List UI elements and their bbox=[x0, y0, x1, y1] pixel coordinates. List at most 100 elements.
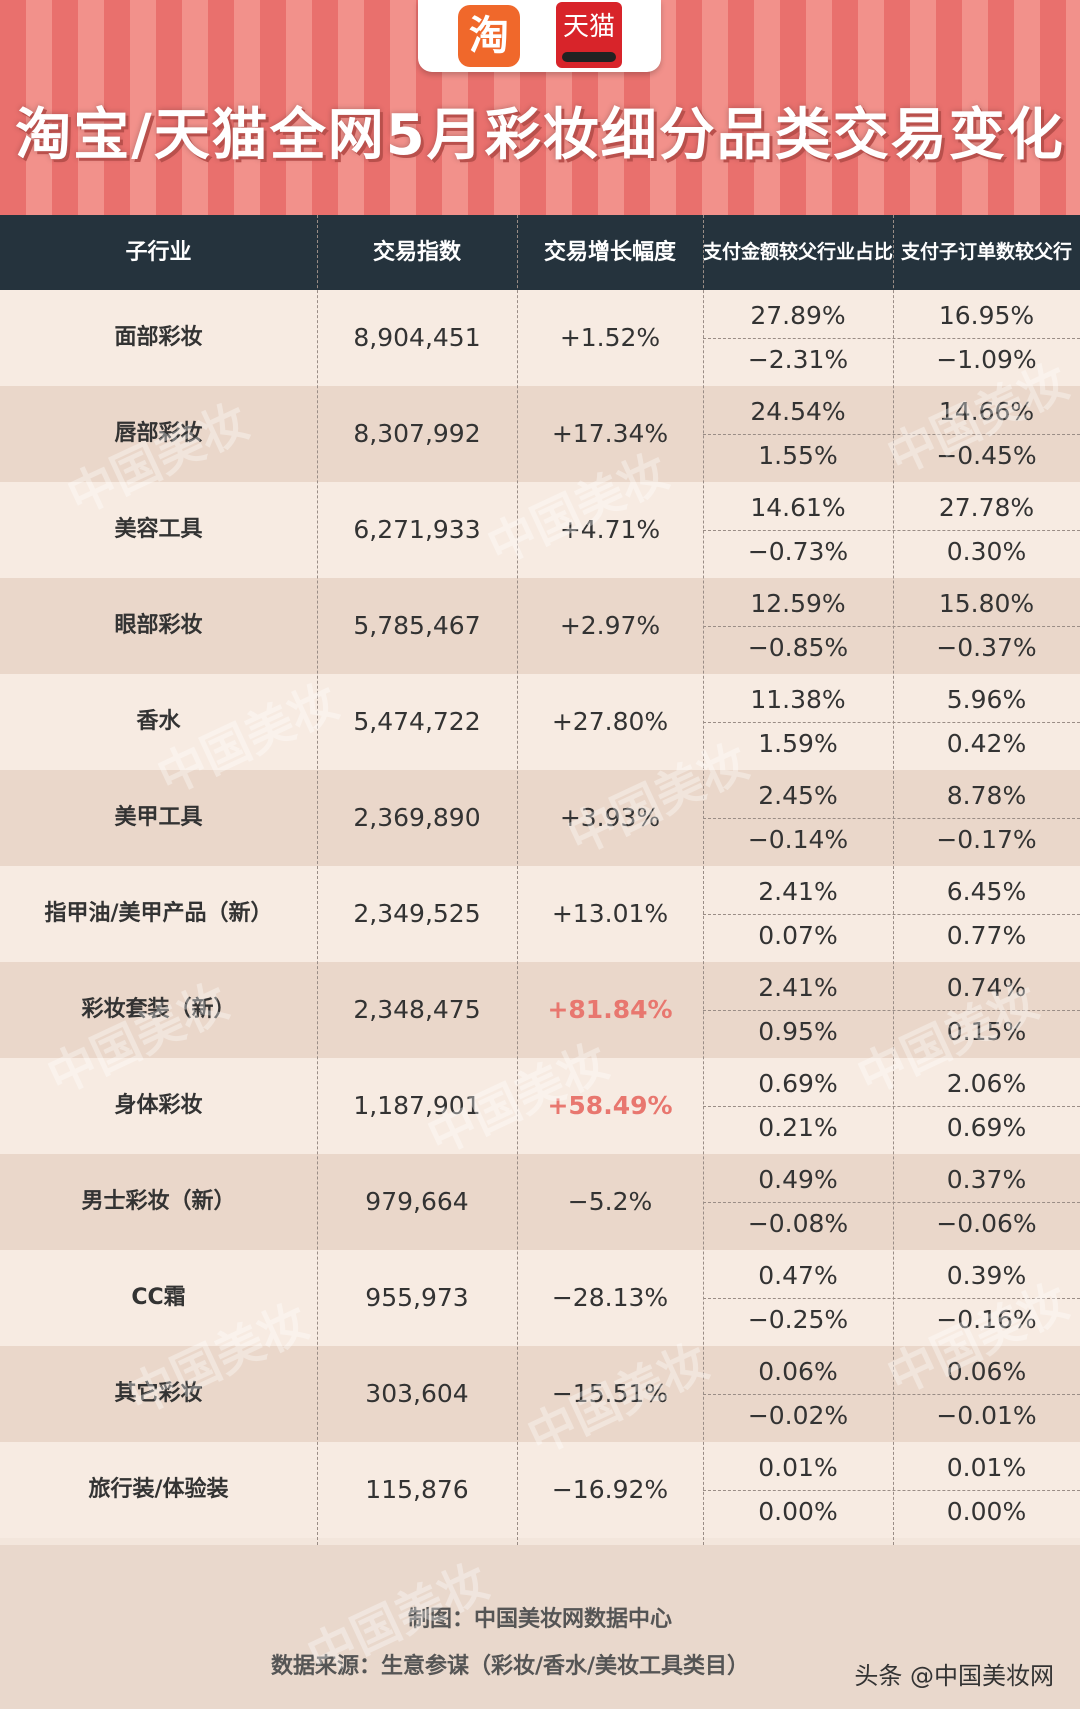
subindustry-name: CC霜 bbox=[131, 1285, 186, 1310]
subindustry-name: 美容工具 bbox=[114, 517, 203, 542]
trade-index-value: 8,904,451 bbox=[353, 323, 481, 352]
order-change-value: 0.42% bbox=[946, 729, 1027, 758]
trade-index-value: 5,474,722 bbox=[353, 707, 481, 736]
sub-row-divider bbox=[703, 818, 1080, 819]
trade-index-value: 979,664 bbox=[365, 1187, 469, 1216]
column-divider bbox=[893, 215, 894, 1545]
header-banner: 淘 天猫 淘宝/天猫全网5月彩妆细分品类交易变化 bbox=[0, 0, 1080, 215]
trade-index-value: 303,604 bbox=[365, 1379, 469, 1408]
sub-row-divider bbox=[703, 1202, 1080, 1203]
pay-share-value: 2.41% bbox=[758, 877, 838, 906]
sub-row-divider bbox=[703, 626, 1080, 627]
order-change-value: 0.15% bbox=[946, 1017, 1027, 1046]
sub-row-divider bbox=[703, 1490, 1080, 1491]
table-row: CC霜 955,973 −28.13% 0.47% −0.25% 0.39% −0.16% bbox=[0, 1250, 1080, 1346]
column-divider bbox=[517, 215, 518, 1545]
order-change-value: −0.06% bbox=[936, 1209, 1037, 1238]
trade-index-value: 8,307,992 bbox=[353, 419, 481, 448]
order-share-value: 2.06% bbox=[946, 1069, 1027, 1098]
sub-row-divider bbox=[703, 530, 1080, 531]
pay-share-value: 2.41% bbox=[758, 973, 838, 1002]
table-row: 其它彩妆 303,604 −15.51% 0.06% −0.02% 0.06% −0.01% bbox=[0, 1346, 1080, 1442]
order-share-value: 0.39% bbox=[946, 1261, 1027, 1290]
pay-share-value: 11.38% bbox=[750, 685, 846, 714]
order-share-value: 0.01% bbox=[946, 1453, 1027, 1482]
subindustry-name: 面部彩妆 bbox=[114, 325, 203, 350]
trade-index-value: 1,187,901 bbox=[353, 1091, 481, 1120]
table-row: 美甲工具 2,369,890 +3.93% 2.45% −0.14% 8.78% −0.17… bbox=[0, 770, 1080, 866]
pay-change-value: −0.08% bbox=[747, 1209, 849, 1238]
subindustry-name: 唇部彩妆 bbox=[114, 421, 203, 446]
order-change-value: −0.37% bbox=[936, 633, 1037, 662]
chart-credit: 制图：中国美妆网数据中心 bbox=[407, 1607, 672, 1632]
growth-value: +17.34% bbox=[551, 419, 669, 448]
subindustry-name: 香水 bbox=[136, 709, 181, 734]
growth-value: +2.97% bbox=[559, 611, 661, 640]
sub-row-divider bbox=[703, 1106, 1080, 1107]
table-row: 香水 5,474,722 +27.80% 11.38% 1.59% 5.96% 0.42% bbox=[0, 674, 1080, 770]
column-header-pay-share: 支付金额较父行业占比 bbox=[703, 241, 894, 263]
column-header-index: 交易指数 bbox=[372, 240, 461, 265]
column-header-growth: 交易增长幅度 bbox=[543, 240, 676, 265]
data-source: 数据来源：生意参谋（彩妆/香水/美妆工具类目） bbox=[270, 1654, 750, 1679]
order-change-value: −0.45% bbox=[936, 441, 1037, 470]
table-row: 男士彩妆（新） 979,664 −5.2% 0.49% −0.08% 0.37% −0.06… bbox=[0, 1154, 1080, 1250]
pay-share-value: 0.69% bbox=[758, 1069, 838, 1098]
column-header-subindustry: 子行业 bbox=[125, 240, 192, 265]
pay-change-value: −2.31% bbox=[747, 345, 849, 374]
growth-value: +58.49% bbox=[547, 1091, 673, 1120]
page-title: 淘宝/天猫全网5月彩妆细分品类交易变化 bbox=[15, 103, 1065, 168]
pay-change-value: −0.25% bbox=[747, 1305, 849, 1334]
trade-index-value: 115,876 bbox=[365, 1475, 469, 1504]
subindustry-name: 美甲工具 bbox=[114, 805, 203, 830]
pay-share-value: 12.59% bbox=[750, 589, 846, 618]
pay-change-value: 0.00% bbox=[758, 1497, 838, 1526]
growth-value: +81.84% bbox=[547, 995, 673, 1024]
table-row: 眼部彩妆 5,785,467 +2.97% 12.59% −0.85% 15.80% −0.… bbox=[0, 578, 1080, 674]
order-change-value: 0.69% bbox=[946, 1113, 1027, 1142]
order-share-value: 27.78% bbox=[938, 493, 1035, 522]
table-row: 彩妆套装（新） 2,348,475 +81.84% 2.41% 0.95% 0.74% 0.… bbox=[0, 962, 1080, 1058]
order-share-value: 16.95% bbox=[938, 301, 1035, 330]
trade-index-value: 2,369,890 bbox=[353, 803, 481, 832]
growth-value: −28.13% bbox=[551, 1283, 669, 1312]
growth-value: +4.71% bbox=[559, 515, 661, 544]
order-change-value: −1.09% bbox=[936, 345, 1037, 374]
order-change-value: −0.17% bbox=[936, 825, 1037, 854]
tmall-logo: 天猫 bbox=[556, 2, 622, 68]
order-share-value: 15.80% bbox=[938, 589, 1035, 618]
pay-share-value: 2.45% bbox=[758, 781, 838, 810]
sub-row-divider bbox=[703, 1394, 1080, 1395]
pay-share-value: 0.06% bbox=[758, 1357, 838, 1386]
growth-value: −16.92% bbox=[551, 1475, 669, 1504]
growth-value: −5.2% bbox=[567, 1187, 653, 1216]
subindustry-name: 身体彩妆 bbox=[114, 1093, 203, 1118]
pay-change-value: −0.02% bbox=[747, 1401, 849, 1430]
pay-share-value: 0.47% bbox=[758, 1261, 838, 1290]
order-change-value: 0.00% bbox=[946, 1497, 1027, 1526]
table-row: 指甲油/美甲产品（新） 2,349,525 +13.01% 2.41% 0.07% 6.4… bbox=[0, 866, 1080, 962]
pay-change-value: 1.59% bbox=[758, 729, 838, 758]
order-share-value: 0.74% bbox=[946, 973, 1027, 1002]
table-row: 身体彩妆 1,187,901 +58.49% 0.69% 0.21% 2.06% 0.69% bbox=[0, 1058, 1080, 1154]
sub-row-divider bbox=[703, 1298, 1080, 1299]
subindustry-name: 眼部彩妆 bbox=[114, 613, 203, 638]
subindustry-name: 彩妆套装（新） bbox=[81, 997, 236, 1022]
pay-change-value: 1.55% bbox=[758, 441, 838, 470]
subindustry-name: 指甲油/美甲产品（新） bbox=[44, 901, 273, 926]
pay-share-value: 27.89% bbox=[750, 301, 846, 330]
table-row: 面部彩妆 8,904,451 +1.52% 27.89% −2.31% 16.95% −1.… bbox=[0, 290, 1080, 386]
trade-index-value: 2,349,525 bbox=[353, 899, 481, 928]
order-change-value: −0.01% bbox=[936, 1401, 1037, 1430]
pay-change-value: −0.85% bbox=[747, 633, 849, 662]
sub-row-divider bbox=[703, 914, 1080, 915]
footer: 制图：中国美妆网数据中心 数据来源：生意参谋（彩妆/香水/美妆工具类目） bbox=[0, 1545, 1080, 1709]
table-header: 子行业 交易指数 交易增长幅度 支付金额较父行业占比 支付子订单数较父行业占比 bbox=[0, 215, 1080, 338]
growth-value: +3.93% bbox=[559, 803, 661, 832]
sub-row-divider bbox=[703, 338, 1080, 339]
sub-row-divider bbox=[703, 1010, 1080, 1011]
growth-value: −15.51% bbox=[551, 1379, 669, 1408]
pay-share-value: 0.49% bbox=[758, 1165, 838, 1194]
subindustry-name: 男士彩妆（新） bbox=[81, 1189, 236, 1214]
pay-change-value: 0.95% bbox=[758, 1017, 838, 1046]
